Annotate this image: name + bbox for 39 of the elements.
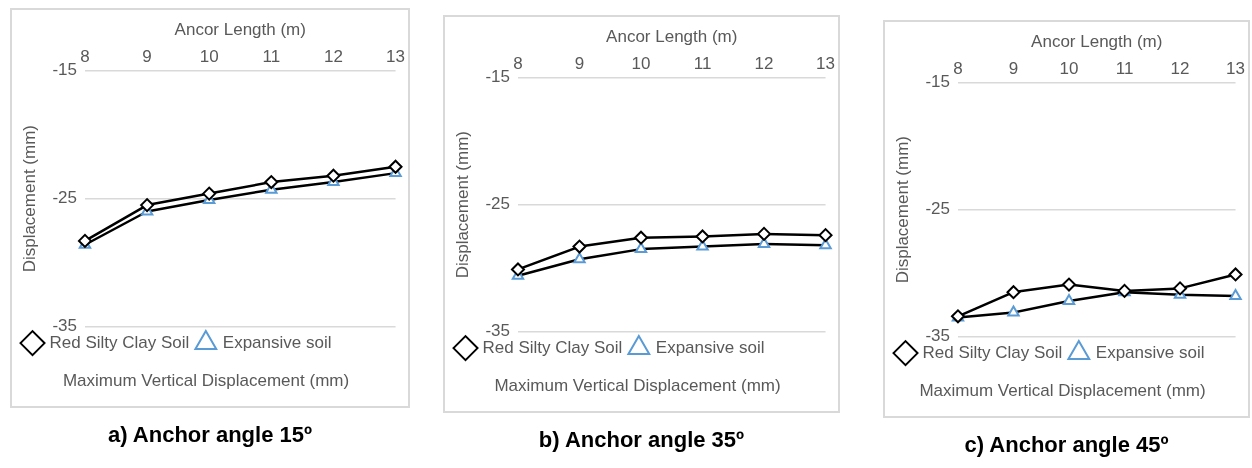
y-tick-label: -25 (485, 194, 510, 214)
x-tick-label: 12 (1170, 59, 1190, 79)
x-tick-label: 12 (754, 54, 774, 74)
y-tick-label: -25 (925, 199, 950, 219)
x-tick-label: 11 (693, 54, 712, 74)
legend-label: Expansive soil (1095, 342, 1205, 362)
x-tick-label: 9 (574, 54, 585, 74)
x-tick-label: 13 (816, 54, 836, 74)
y-tick-label: -15 (52, 60, 77, 80)
x-tick-label: 8 (513, 54, 523, 74)
x-axis-title: Ancor Length (m) (1031, 31, 1163, 51)
y-tick-label: -15 (925, 72, 950, 92)
y-tick-label: -15 (485, 67, 510, 87)
y-tick-label: -25 (52, 188, 77, 208)
text: Maximum Vertical Displacement (mm) (919, 381, 1206, 401)
x-tick-label: 12 (323, 47, 343, 67)
y-axis-title: Displacement (mm) (19, 125, 39, 273)
x-tick-label: 8 (80, 47, 90, 67)
x-tick-label: 10 (199, 47, 219, 67)
x-tick-label: 11 (262, 47, 281, 67)
x-tick-label: 9 (142, 47, 152, 67)
text: Maximum Vertical Displacement (mm) (494, 376, 781, 396)
x-axis-title: Ancor Length (m) (174, 19, 306, 39)
x-axis-title: Ancor Length (m) (606, 26, 738, 46)
x-tick-label: 8 (953, 59, 963, 79)
text: Maximum Vertical Displacement (mm) (62, 371, 350, 391)
y-axis-title: Displacement (mm) (452, 131, 472, 279)
legend-label: Expansive soil (222, 332, 332, 352)
x-tick-label: 9 (1008, 59, 1019, 79)
y-axis-title: Displacement (mm) (892, 136, 912, 284)
x-tick-label: 10 (1059, 59, 1079, 79)
x-tick-label: 13 (386, 47, 406, 67)
text: a) Anchor angle 15º (106, 422, 314, 448)
x-tick-label: 13 (1226, 59, 1246, 79)
text: b) Anchor angle 35º (537, 427, 746, 453)
x-tick-label: 10 (631, 54, 651, 74)
x-tick-label: 11 (1115, 59, 1134, 79)
text: c) Anchor angle 45º (963, 432, 1170, 458)
legend-label: Expansive soil (655, 337, 765, 357)
